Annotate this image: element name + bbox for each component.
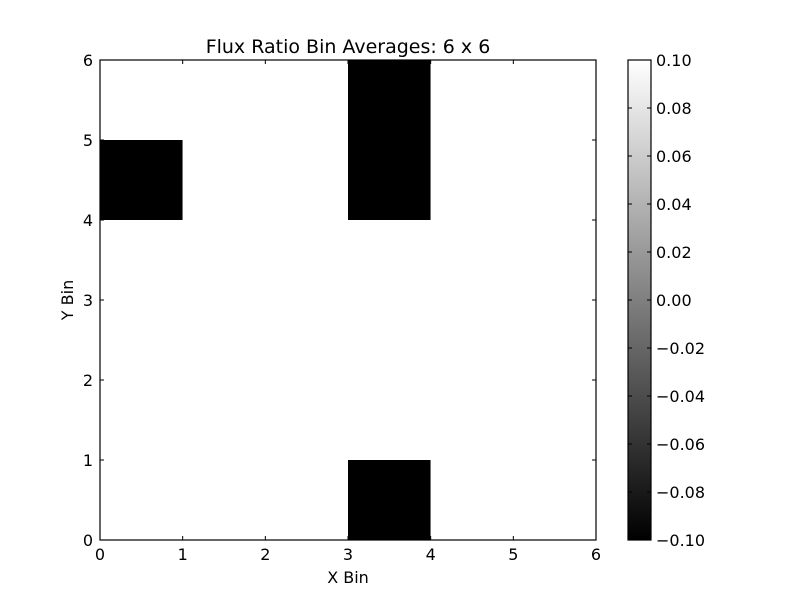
heatmap-cell bbox=[348, 220, 431, 300]
y-tick-label: 3 bbox=[83, 291, 93, 310]
heatmap-cell bbox=[265, 300, 348, 380]
y-tick-label: 0 bbox=[83, 531, 93, 550]
heatmap-cell bbox=[430, 60, 514, 140]
heatmap-cell bbox=[100, 140, 183, 220]
heatmap-cell bbox=[100, 60, 183, 140]
y-tick-label: 1 bbox=[83, 451, 93, 470]
colorbar-tick-label: 0.04 bbox=[656, 195, 692, 214]
heatmap-cell bbox=[100, 300, 183, 380]
heatmap-cell bbox=[430, 380, 514, 460]
heatmap-cell bbox=[182, 140, 266, 220]
chart-title: Flux Ratio Bin Averages: 6 x 6 bbox=[206, 36, 491, 58]
y-tick-label: 4 bbox=[83, 211, 93, 230]
heatmap-cell bbox=[265, 140, 348, 220]
heatmap-cell bbox=[348, 380, 431, 460]
heatmap-cell bbox=[100, 380, 183, 460]
x-tick-label: 4 bbox=[426, 545, 436, 564]
heatmap-cell bbox=[182, 300, 266, 380]
y-tick-label: 5 bbox=[83, 131, 93, 150]
heatmap-cell bbox=[513, 220, 596, 300]
heatmap-cell bbox=[100, 220, 183, 300]
heatmap-cell bbox=[182, 220, 266, 300]
heatmap-cell bbox=[265, 460, 348, 540]
x-tick-label: 0 bbox=[95, 545, 105, 564]
heatmap-cell bbox=[348, 300, 431, 380]
heatmap-cell bbox=[430, 140, 514, 220]
heatmap-cell bbox=[265, 380, 348, 460]
x-tick-label: 1 bbox=[178, 545, 188, 564]
colorbar-tick-label: −0.08 bbox=[656, 483, 705, 502]
heatmap-cell bbox=[513, 300, 596, 380]
heatmap-cell bbox=[100, 460, 183, 540]
heatmap-cell bbox=[182, 60, 266, 140]
heatmap-cell bbox=[182, 380, 266, 460]
heatmap-cell bbox=[182, 460, 266, 540]
colorbar-tick-label: 0.06 bbox=[656, 147, 692, 166]
heatmap-cell bbox=[348, 60, 431, 140]
heatmap-cell bbox=[513, 60, 596, 140]
heatmap-cell bbox=[430, 220, 514, 300]
colorbar-ticks: 0.10 0.08 0.06 0.04 0.02 0.00 −0.02 −0.04 −0.06 −… bbox=[628, 51, 705, 550]
heatmap-cell bbox=[513, 140, 596, 220]
y-tick-label: 2 bbox=[83, 371, 93, 390]
colorbar-tick-label: 0.10 bbox=[656, 51, 692, 70]
heatmap-cell bbox=[348, 140, 431, 220]
colorbar-tick-label: 0.08 bbox=[656, 99, 692, 118]
colorbar-tick-label: −0.06 bbox=[656, 435, 705, 454]
heatmap-cell bbox=[348, 460, 431, 540]
heatmap-cell bbox=[513, 380, 596, 460]
heatmap-cell bbox=[430, 300, 514, 380]
x-tick-label: 3 bbox=[343, 545, 353, 564]
x-axis-label: X Bin bbox=[327, 568, 369, 587]
colorbar-tick-label: −0.10 bbox=[656, 531, 705, 550]
heatmap-cells bbox=[100, 60, 596, 540]
axis-ticks: 0 1 2 3 4 5 6 0 1 2 3 4 5 6 bbox=[83, 51, 601, 564]
colorbar-tick-label: −0.02 bbox=[656, 339, 705, 358]
heatmap-cell bbox=[430, 460, 514, 540]
x-tick-label: 6 bbox=[591, 545, 601, 564]
heatmap-cell bbox=[513, 460, 596, 540]
y-axis-label: Y Bin bbox=[58, 280, 77, 321]
heatmap-cell bbox=[265, 220, 348, 300]
colorbar-tick-label: −0.04 bbox=[656, 387, 705, 406]
x-tick-label: 5 bbox=[508, 545, 518, 564]
heatmap-cell bbox=[265, 60, 348, 140]
colorbar-tick-label: 0.02 bbox=[656, 243, 692, 262]
y-tick-label: 6 bbox=[83, 51, 93, 70]
x-tick-label: 2 bbox=[260, 545, 270, 564]
colorbar-tick-label: 0.00 bbox=[656, 291, 692, 310]
